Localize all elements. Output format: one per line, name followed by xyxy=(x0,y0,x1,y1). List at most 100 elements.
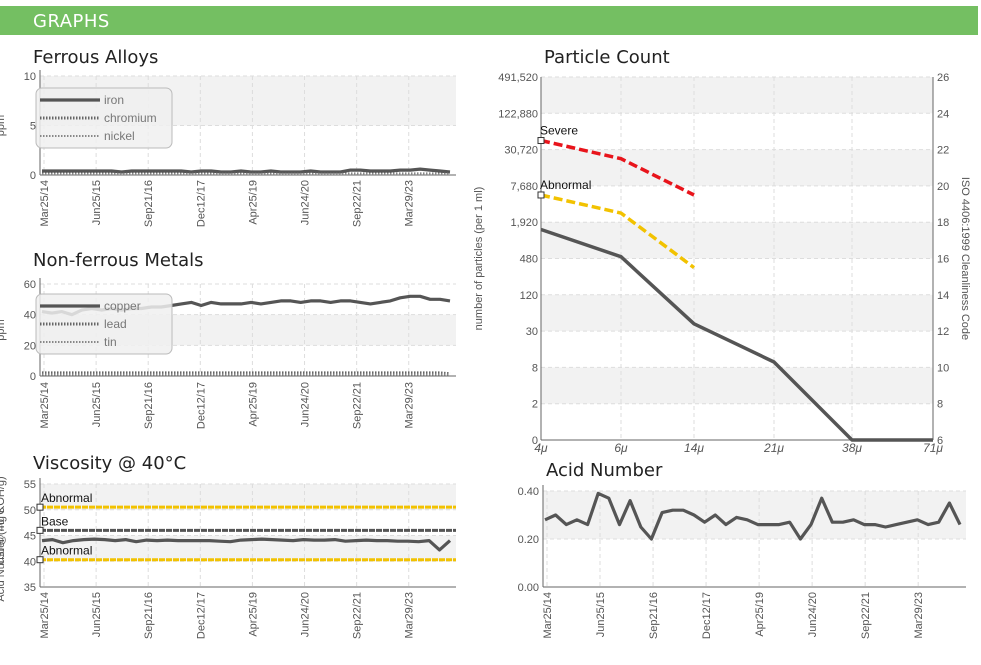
ferrous-legend-label-nickel: nickel xyxy=(104,129,135,143)
ferrous-xtick-label: Jun25/15 xyxy=(91,180,103,225)
particle-ytick-label: 30 xyxy=(526,326,538,338)
particle-ytick-label: 0 xyxy=(532,435,538,447)
acid-xtick-label: Mar25/14 xyxy=(542,592,554,638)
acid-ytick-label: 0.00 xyxy=(518,582,539,594)
nonferrous-ytick-label: 0 xyxy=(30,371,36,383)
particle-xtick-label: 71μ xyxy=(923,441,943,455)
viscosity-y-axis-label: cSt @ 40°C xyxy=(0,507,7,565)
particle-band xyxy=(541,367,933,404)
ferrous-series-iron xyxy=(42,167,451,174)
particle-y2tick-label: 12 xyxy=(937,326,949,338)
particle-limit-label: Abnormal xyxy=(540,178,591,192)
particle-xtick-label: 21μ xyxy=(763,441,784,455)
particle-ytick-label: 30,720 xyxy=(504,145,538,157)
viscosity-limit-marker xyxy=(36,556,44,564)
viscosity-xtick-label: Jun25/15 xyxy=(91,592,103,637)
viscosity-limit-marker xyxy=(36,503,44,511)
nonferrous-legend-box xyxy=(35,293,173,355)
acid-ytick-label: 0.40 xyxy=(518,486,539,498)
particle-y2tick-label: 24 xyxy=(937,108,949,120)
ferrous-xtick-label: Dec12/17 xyxy=(195,180,207,227)
acid-xtick-label: Jun24/20 xyxy=(807,592,819,637)
particle-y2tick-label: 22 xyxy=(937,145,949,157)
viscosity-ytick-label: 35 xyxy=(24,582,36,594)
acid-xtick-label: Jun25/15 xyxy=(595,592,607,637)
acid-band xyxy=(543,491,966,539)
viscosity-xtick-label: Sep22/21 xyxy=(352,592,364,639)
ferrous-xtick-label: Mar29/23 xyxy=(404,180,416,226)
acid-xtick-label: Sep21/16 xyxy=(648,592,660,639)
nonferrous-legend-label-lead: lead xyxy=(104,317,127,331)
particle-ytick-label: 2 xyxy=(532,399,538,411)
viscosity-limit-label: Base xyxy=(41,514,69,528)
particle-limit-marker xyxy=(537,191,545,199)
viscosity-xtick-label: Sep21/16 xyxy=(143,592,155,639)
ferrous-xtick-label: Sep21/16 xyxy=(143,180,155,227)
section-banner: GRAPHS xyxy=(0,6,978,35)
nonferrous-xtick-label: Mar29/23 xyxy=(404,382,416,428)
ferrous-xtick-label: Sep22/21 xyxy=(352,180,364,227)
chart-title-particle: Particle Count xyxy=(544,47,670,68)
particle-band xyxy=(541,294,933,332)
particle-xtick-label: 4μ xyxy=(534,441,548,455)
ferrous-ytick-label: 5 xyxy=(30,121,36,133)
chart-title-viscosity: Viscosity @ 40°C xyxy=(33,453,187,474)
nonferrous-xtick-label: Jun24/20 xyxy=(300,382,312,427)
particle-xtick-label: 38μ xyxy=(842,441,862,455)
acid-xtick-label: Dec12/17 xyxy=(701,592,713,639)
particle-y2tick-label: 10 xyxy=(937,362,949,374)
particle-y2-axis-label: ISO 4406:1999 Cleanliness Code xyxy=(959,177,971,340)
particle-y2tick-label: 26 xyxy=(937,72,949,84)
particle-ytick-label: 8 xyxy=(532,362,538,374)
particle-series-particles xyxy=(540,227,933,442)
acid-series-acid xyxy=(544,491,962,541)
viscosity-xtick-label: Dec12/17 xyxy=(195,592,207,639)
particle-xtick-label: 14μ xyxy=(684,441,704,455)
chart-title-nonferrous: Non-ferrous Metals xyxy=(33,250,204,271)
viscosity-xtick-label: Jun24/20 xyxy=(300,592,312,637)
ferrous-xtick-label: Mar25/14 xyxy=(39,180,51,226)
particle-limit-label: Severe xyxy=(540,124,578,138)
nonferrous-ytick-label: 60 xyxy=(24,279,36,291)
viscosity-ytick-label: 40 xyxy=(24,556,36,568)
particle-ytick-label: 480 xyxy=(520,254,538,266)
chart-title-ferrous: Ferrous Alloys xyxy=(33,47,159,68)
acid-y-axis-label: Acid Number (mg KOH/g) xyxy=(0,476,7,601)
nonferrous-legend-label-tin: tin xyxy=(104,335,117,349)
ferrous-legend-label-iron: iron xyxy=(104,93,124,107)
particle-ytick-label: 491,520 xyxy=(498,72,538,84)
nonferrous-xtick-label: Sep22/21 xyxy=(352,382,364,429)
ferrous-xtick-label: Jun24/20 xyxy=(300,180,312,225)
particle-limit-marker xyxy=(537,137,545,145)
particle-y2tick-label: 16 xyxy=(937,254,949,266)
viscosity-limit-label: Abnormal xyxy=(41,544,92,558)
particle-y-axis-label: number of particles (per 1 ml) xyxy=(473,187,485,331)
particle-y2tick-label: 14 xyxy=(937,290,949,302)
nonferrous-xtick-label: Apr25/19 xyxy=(247,382,259,427)
nonferrous-xtick-label: Sep21/16 xyxy=(143,382,155,429)
viscosity-ytick-label: 50 xyxy=(24,505,36,517)
ferrous-xtick-label: Apr25/19 xyxy=(247,180,259,225)
nonferrous-ytick-label: 40 xyxy=(24,310,36,322)
ferrous-ytick-label: 0 xyxy=(30,170,36,182)
particle-ytick-label: 122,880 xyxy=(498,108,538,120)
acid-xtick-label: Apr25/19 xyxy=(754,592,766,637)
nonferrous-xtick-label: Dec12/17 xyxy=(195,382,207,429)
particle-y2tick-label: 18 xyxy=(937,217,949,229)
nonferrous-series-lead xyxy=(42,371,451,376)
particle-xtick-label: 6μ xyxy=(614,441,628,455)
particle-y2tick-label: 20 xyxy=(937,181,949,193)
particle-ytick-label: 1,920 xyxy=(510,217,538,229)
viscosity-ytick-label: 55 xyxy=(24,479,36,491)
particle-limit-abnormal xyxy=(540,193,696,270)
viscosity-xtick-label: Mar29/23 xyxy=(404,592,416,638)
particle-ytick-label: 120 xyxy=(520,290,538,302)
viscosity-xtick-label: Apr25/19 xyxy=(247,592,259,637)
particle-band xyxy=(541,222,933,259)
nonferrous-xtick-label: Jun25/15 xyxy=(91,382,103,427)
ferrous-y-axis-label: ppm xyxy=(0,115,7,136)
ferrous-legend-label-chromium: chromium xyxy=(104,111,157,125)
particle-band xyxy=(541,77,933,114)
viscosity-series-viscosity xyxy=(41,537,452,552)
